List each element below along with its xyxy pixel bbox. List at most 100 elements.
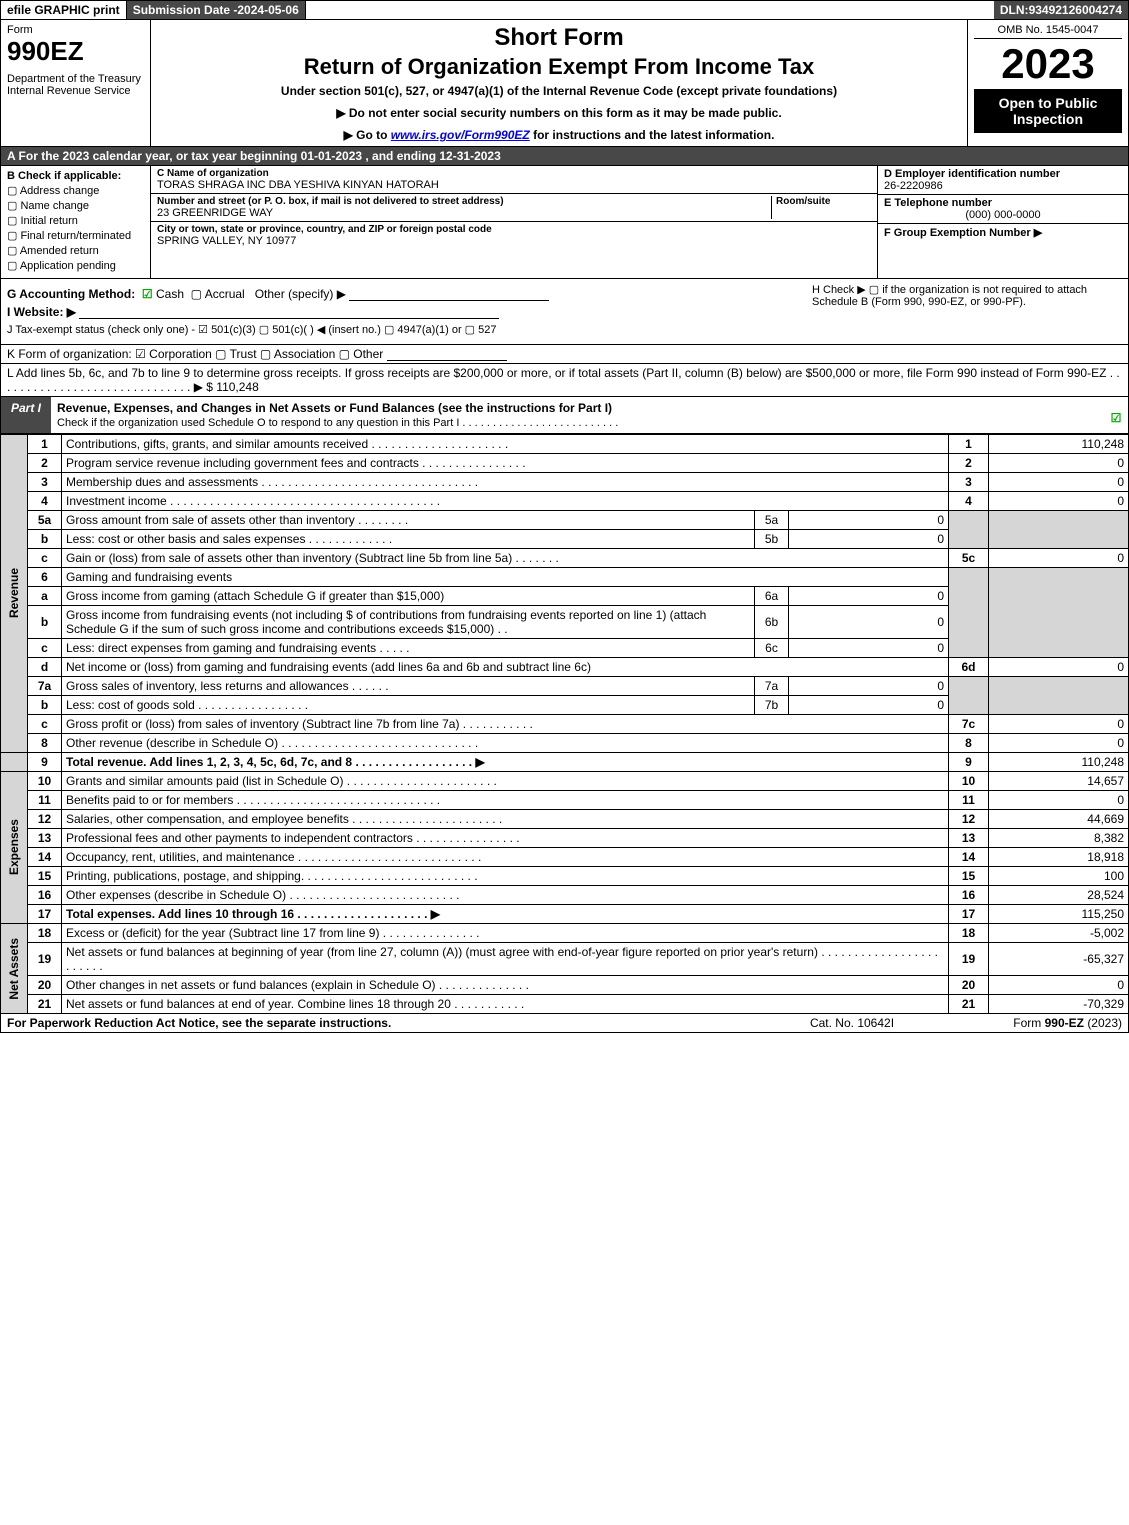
line-15-val: 100: [989, 867, 1129, 886]
line-16-num: 16: [28, 886, 62, 905]
lines-table: Revenue 1 Contributions, gifts, grants, …: [0, 434, 1129, 1014]
footer-mid: Cat. No. 10642I: [762, 1016, 942, 1030]
section-l: L Add lines 5b, 6c, and 7b to line 9 to …: [0, 364, 1129, 397]
line-6b-sub: 6b: [755, 606, 789, 639]
org-street: 23 GREENRIDGE WAY: [157, 207, 771, 219]
line-8-desc: Other revenue (describe in Schedule O) .…: [62, 734, 949, 753]
line-5a-num: 5a: [28, 511, 62, 530]
b-header: B Check if applicable:: [7, 170, 144, 182]
line-6a-subval: 0: [789, 587, 949, 606]
chk-name-change[interactable]: ▢ Name change: [7, 199, 144, 212]
line-15-num: 15: [28, 867, 62, 886]
line-6a-sub: 6a: [755, 587, 789, 606]
line-15-rnum: 15: [949, 867, 989, 886]
line-6b-desc: Gross income from fundraising events (no…: [62, 606, 755, 639]
line-7a-sub: 7a: [755, 677, 789, 696]
line-6b-num: b: [28, 606, 62, 639]
line-9-num: 9: [28, 753, 62, 772]
line-12-val: 44,669: [989, 810, 1129, 829]
line-6a-num: a: [28, 587, 62, 606]
l-value: 110,248: [216, 380, 259, 394]
e-lbl: E Telephone number: [884, 197, 1122, 209]
part-1-header: Part I Revenue, Expenses, and Changes in…: [0, 397, 1129, 434]
public-inspection: Open to Public Inspection: [974, 89, 1122, 133]
line-21-num: 21: [28, 995, 62, 1014]
line-16-desc: Other expenses (describe in Schedule O) …: [62, 886, 949, 905]
line-13-val: 8,382: [989, 829, 1129, 848]
form-subtitle: Under section 501(c), 527, or 4947(a)(1)…: [159, 84, 959, 98]
line-7c-num: c: [28, 715, 62, 734]
line-10-desc: Grants and similar amounts paid (list in…: [62, 772, 949, 791]
l-text: L Add lines 5b, 6c, and 7b to line 9 to …: [7, 366, 1120, 394]
c-name-lbl: C Name of organization: [157, 168, 871, 179]
line-1-num: 1: [28, 435, 62, 454]
line-6a-desc: Gross income from gaming (attach Schedul…: [62, 587, 755, 606]
line-11-val: 0: [989, 791, 1129, 810]
line-6c-subval: 0: [789, 639, 949, 658]
short-form: Short Form: [159, 24, 959, 52]
dln: DLN: 93492126004274: [994, 1, 1128, 19]
department: Department of the Treasury Internal Reve…: [7, 73, 144, 97]
topbar: efile GRAPHIC print Submission Date - 20…: [0, 0, 1129, 20]
section-ghij: H Check ▶ ▢ if the organization is not r…: [0, 279, 1129, 345]
netassets-label: Net Assets: [5, 934, 23, 1004]
line-7b-subval: 0: [789, 696, 949, 715]
chk-initial-return[interactable]: ▢ Initial return: [7, 214, 144, 227]
line-6c-sub: 6c: [755, 639, 789, 658]
chk-amended-return[interactable]: ▢ Amended return: [7, 244, 144, 257]
irs-link[interactable]: www.irs.gov/Form990EZ: [391, 128, 530, 142]
line-20-val: 0: [989, 976, 1129, 995]
website-input[interactable]: [79, 305, 499, 319]
line-8-rnum: 8: [949, 734, 989, 753]
line-8-num: 8: [28, 734, 62, 753]
k-other-input[interactable]: [387, 347, 507, 361]
line-7b-sub: 7b: [755, 696, 789, 715]
part-1-checkbox[interactable]: ☑: [1104, 397, 1128, 433]
line-5b-num: b: [28, 530, 62, 549]
line-19-num: 19: [28, 943, 62, 976]
part-1-sub: Check if the organization used Schedule …: [57, 417, 618, 429]
line-4-desc: Investment income . . . . . . . . . . . …: [62, 492, 949, 511]
footer-left: For Paperwork Reduction Act Notice, see …: [7, 1016, 762, 1030]
topbar-spacer: [306, 1, 994, 19]
line-5c-val: 0: [989, 549, 1129, 568]
efile-label[interactable]: efile GRAPHIC print: [1, 1, 127, 19]
dln-lbl: DLN:: [1000, 3, 1029, 17]
line-3-desc: Membership dues and assessments . . . . …: [62, 473, 949, 492]
g-accrual: Accrual: [205, 287, 245, 301]
line-6-num: 6: [28, 568, 62, 587]
tax-year: 2023: [974, 43, 1122, 85]
c-street-lbl: Number and street (or P. O. box, if mail…: [157, 196, 771, 207]
line-20-num: 20: [28, 976, 62, 995]
submission-date: Submission Date - 2024-05-06: [127, 1, 306, 19]
line-5b-sub: 5b: [755, 530, 789, 549]
line-14-desc: Occupancy, rent, utilities, and maintena…: [62, 848, 949, 867]
note-1: ▶ Do not enter social security numbers o…: [159, 106, 959, 120]
expenses-label: Expenses: [5, 815, 23, 879]
line-6d-desc: Net income or (loss) from gaming and fun…: [62, 658, 949, 677]
g-other-input[interactable]: [349, 287, 549, 301]
section-a: A For the 2023 calendar year, or tax yea…: [0, 147, 1129, 166]
chk-final-return[interactable]: ▢ Final return/terminated: [7, 229, 144, 242]
line-15-desc: Printing, publications, postage, and shi…: [62, 867, 949, 886]
line-7a-num: 7a: [28, 677, 62, 696]
line-20-rnum: 20: [949, 976, 989, 995]
footer-right: Form 990-EZ (2023): [942, 1016, 1122, 1030]
c-city-lbl: City or town, state or province, country…: [157, 224, 871, 235]
subdate-val: 2024-05-06: [237, 3, 298, 17]
chk-application-pending[interactable]: ▢ Application pending: [7, 259, 144, 272]
form-word: Form: [7, 24, 144, 36]
line-2-desc: Program service revenue including govern…: [62, 454, 949, 473]
line-18-num: 18: [28, 924, 62, 943]
line-5c-num: c: [28, 549, 62, 568]
line-10-rnum: 10: [949, 772, 989, 791]
line-6c-desc: Less: direct expenses from gaming and fu…: [62, 639, 755, 658]
line-13-num: 13: [28, 829, 62, 848]
g-lbl: G Accounting Method:: [7, 287, 135, 301]
grey-6: [949, 568, 989, 658]
line-12-desc: Salaries, other compensation, and employ…: [62, 810, 949, 829]
chk-address-change[interactable]: ▢ Address change: [7, 184, 144, 197]
d-lbl: D Employer identification number: [884, 168, 1122, 180]
grey-5: [949, 511, 989, 549]
ein: 26-2220986: [884, 180, 1122, 192]
